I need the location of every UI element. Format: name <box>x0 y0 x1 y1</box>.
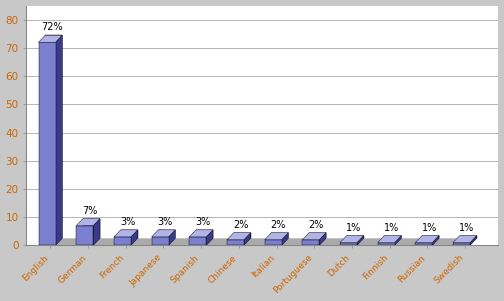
Polygon shape <box>453 235 477 243</box>
Polygon shape <box>227 233 250 240</box>
Bar <box>347 235 364 238</box>
Bar <box>415 243 432 245</box>
Polygon shape <box>55 35 62 245</box>
Polygon shape <box>244 233 250 245</box>
Polygon shape <box>282 233 288 245</box>
Bar <box>265 240 282 245</box>
Text: 72%: 72% <box>41 22 63 33</box>
Bar <box>309 233 326 238</box>
Bar <box>158 230 175 238</box>
Polygon shape <box>190 230 213 237</box>
Text: 3%: 3% <box>120 217 135 227</box>
Bar <box>76 226 93 245</box>
Bar <box>45 35 62 238</box>
Text: 3%: 3% <box>158 217 173 227</box>
Bar <box>196 230 213 238</box>
Bar <box>302 240 319 245</box>
Polygon shape <box>432 235 439 245</box>
Bar <box>272 233 288 238</box>
Polygon shape <box>152 230 175 237</box>
Bar <box>340 243 357 245</box>
Text: 7%: 7% <box>82 206 98 216</box>
Polygon shape <box>265 233 288 240</box>
Bar <box>460 235 477 238</box>
Text: 2%: 2% <box>308 220 324 230</box>
Polygon shape <box>340 235 364 243</box>
Bar <box>385 235 401 238</box>
Polygon shape <box>93 219 100 245</box>
Polygon shape <box>470 235 477 245</box>
Polygon shape <box>206 230 213 245</box>
Text: 1%: 1% <box>421 223 437 233</box>
Text: 1%: 1% <box>459 223 474 233</box>
Polygon shape <box>131 230 138 245</box>
Bar <box>227 240 244 245</box>
Polygon shape <box>114 230 138 237</box>
Polygon shape <box>39 35 62 42</box>
Bar <box>114 237 131 245</box>
Polygon shape <box>415 235 439 243</box>
Polygon shape <box>319 233 326 245</box>
Bar <box>39 42 55 245</box>
Polygon shape <box>357 235 364 245</box>
Text: 2%: 2% <box>233 220 248 230</box>
Polygon shape <box>168 230 175 245</box>
Bar <box>234 233 250 238</box>
Bar <box>83 219 100 238</box>
Text: 1%: 1% <box>384 223 399 233</box>
Polygon shape <box>76 219 100 226</box>
Text: 2%: 2% <box>271 220 286 230</box>
Polygon shape <box>302 233 326 240</box>
Text: 1%: 1% <box>346 223 361 233</box>
Polygon shape <box>39 238 477 245</box>
Bar <box>120 230 138 238</box>
Bar <box>422 235 439 238</box>
Polygon shape <box>395 235 401 245</box>
Polygon shape <box>377 235 401 243</box>
Bar <box>377 243 395 245</box>
Text: 3%: 3% <box>196 217 211 227</box>
Bar <box>453 243 470 245</box>
Bar <box>190 237 206 245</box>
Bar <box>152 237 168 245</box>
